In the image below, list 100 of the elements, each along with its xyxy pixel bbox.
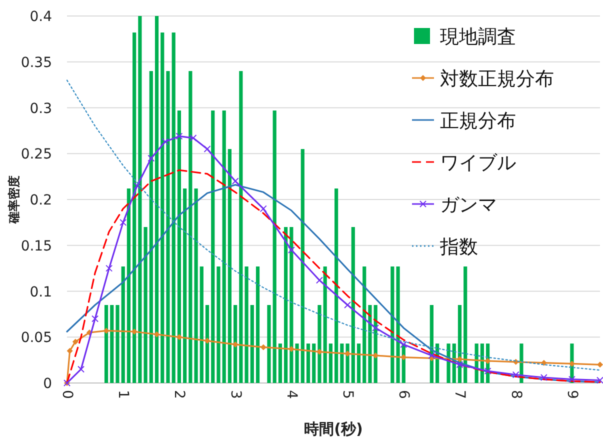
bar [306,344,310,383]
bar [104,305,108,383]
y-axis-title: 確率密度 [7,176,21,224]
bar [328,344,332,383]
bar [368,305,372,383]
bar [340,344,344,383]
point [484,368,492,375]
bar [149,71,153,383]
point [204,146,211,153]
bar [110,305,114,383]
bar [318,305,322,383]
point [204,338,210,344]
bar [228,149,232,383]
bar [290,227,294,383]
point [162,138,169,146]
bar [132,32,136,383]
bar [183,188,187,383]
x-tick-label: 9 [564,390,580,399]
point [372,324,380,332]
bar [267,305,271,383]
point [512,371,520,378]
x-tick-label: 7 [452,390,468,399]
bar [154,16,159,383]
bar [194,188,198,383]
bar [126,188,131,383]
point [92,315,99,322]
bar [351,227,355,383]
legend-label: 指数 [439,236,478,258]
point [400,354,407,360]
point [72,338,78,345]
x-tick-label: 0 [59,390,75,399]
x-tick-label: 8 [508,390,524,399]
x-tick-label: 3 [227,390,244,399]
bar [323,266,327,383]
point [134,182,141,190]
legend-label: ワイブル [440,152,516,174]
point [428,352,436,359]
bar [272,110,276,383]
point [260,205,267,212]
bar [205,305,210,383]
point [400,340,408,348]
bar [188,71,192,383]
point [344,350,351,357]
x-axis-title: 時間(秒) [304,420,363,438]
x-tick-label: 6 [396,390,412,399]
y-tick-label: 0.05 [20,330,52,346]
bar [222,110,226,383]
point [131,328,138,335]
point [154,331,160,338]
point [597,362,603,368]
bar [278,344,282,383]
legend-label: 正規分布 [440,110,516,132]
bar [300,149,304,383]
point [232,341,238,348]
bar [295,344,299,383]
point [176,132,183,140]
bar [144,227,148,383]
bar [284,227,288,383]
point [568,376,576,383]
point [568,360,575,367]
y-tick-label: 0.1 [30,284,52,300]
y-tick-label: 0.25 [20,146,52,163]
bar [250,305,254,383]
bar [216,266,220,383]
bar [172,32,176,383]
bar [362,266,366,383]
x-tick-label: 5 [340,390,356,399]
bar [356,344,361,383]
bar [121,266,125,383]
point [456,356,463,362]
bar [334,188,338,383]
bar [312,344,316,383]
bar [390,266,394,383]
bar [166,71,170,383]
point [120,218,127,226]
y-tick-label: 0.4 [30,9,52,25]
point [260,344,266,350]
y-tick-label: 0.3 [30,100,52,117]
point [596,376,603,384]
bar [464,266,468,383]
point [232,178,239,185]
y-tick-label: 0.15 [20,238,52,254]
bar [138,16,142,383]
x-tick-label: 1 [115,390,132,399]
y-tick-label: 0.2 [30,192,52,208]
bar [239,71,243,383]
bar [160,32,164,383]
bar [211,110,215,383]
bar [256,266,260,383]
bar [177,110,182,383]
point [456,361,464,368]
point [288,246,295,254]
point [484,358,491,364]
bar [116,305,120,383]
point [540,374,548,381]
legend-label: 対数正規分布 [440,68,554,90]
point [344,302,352,309]
bar [346,344,350,383]
bar [200,266,204,383]
x-tick-label: 4 [283,390,300,399]
